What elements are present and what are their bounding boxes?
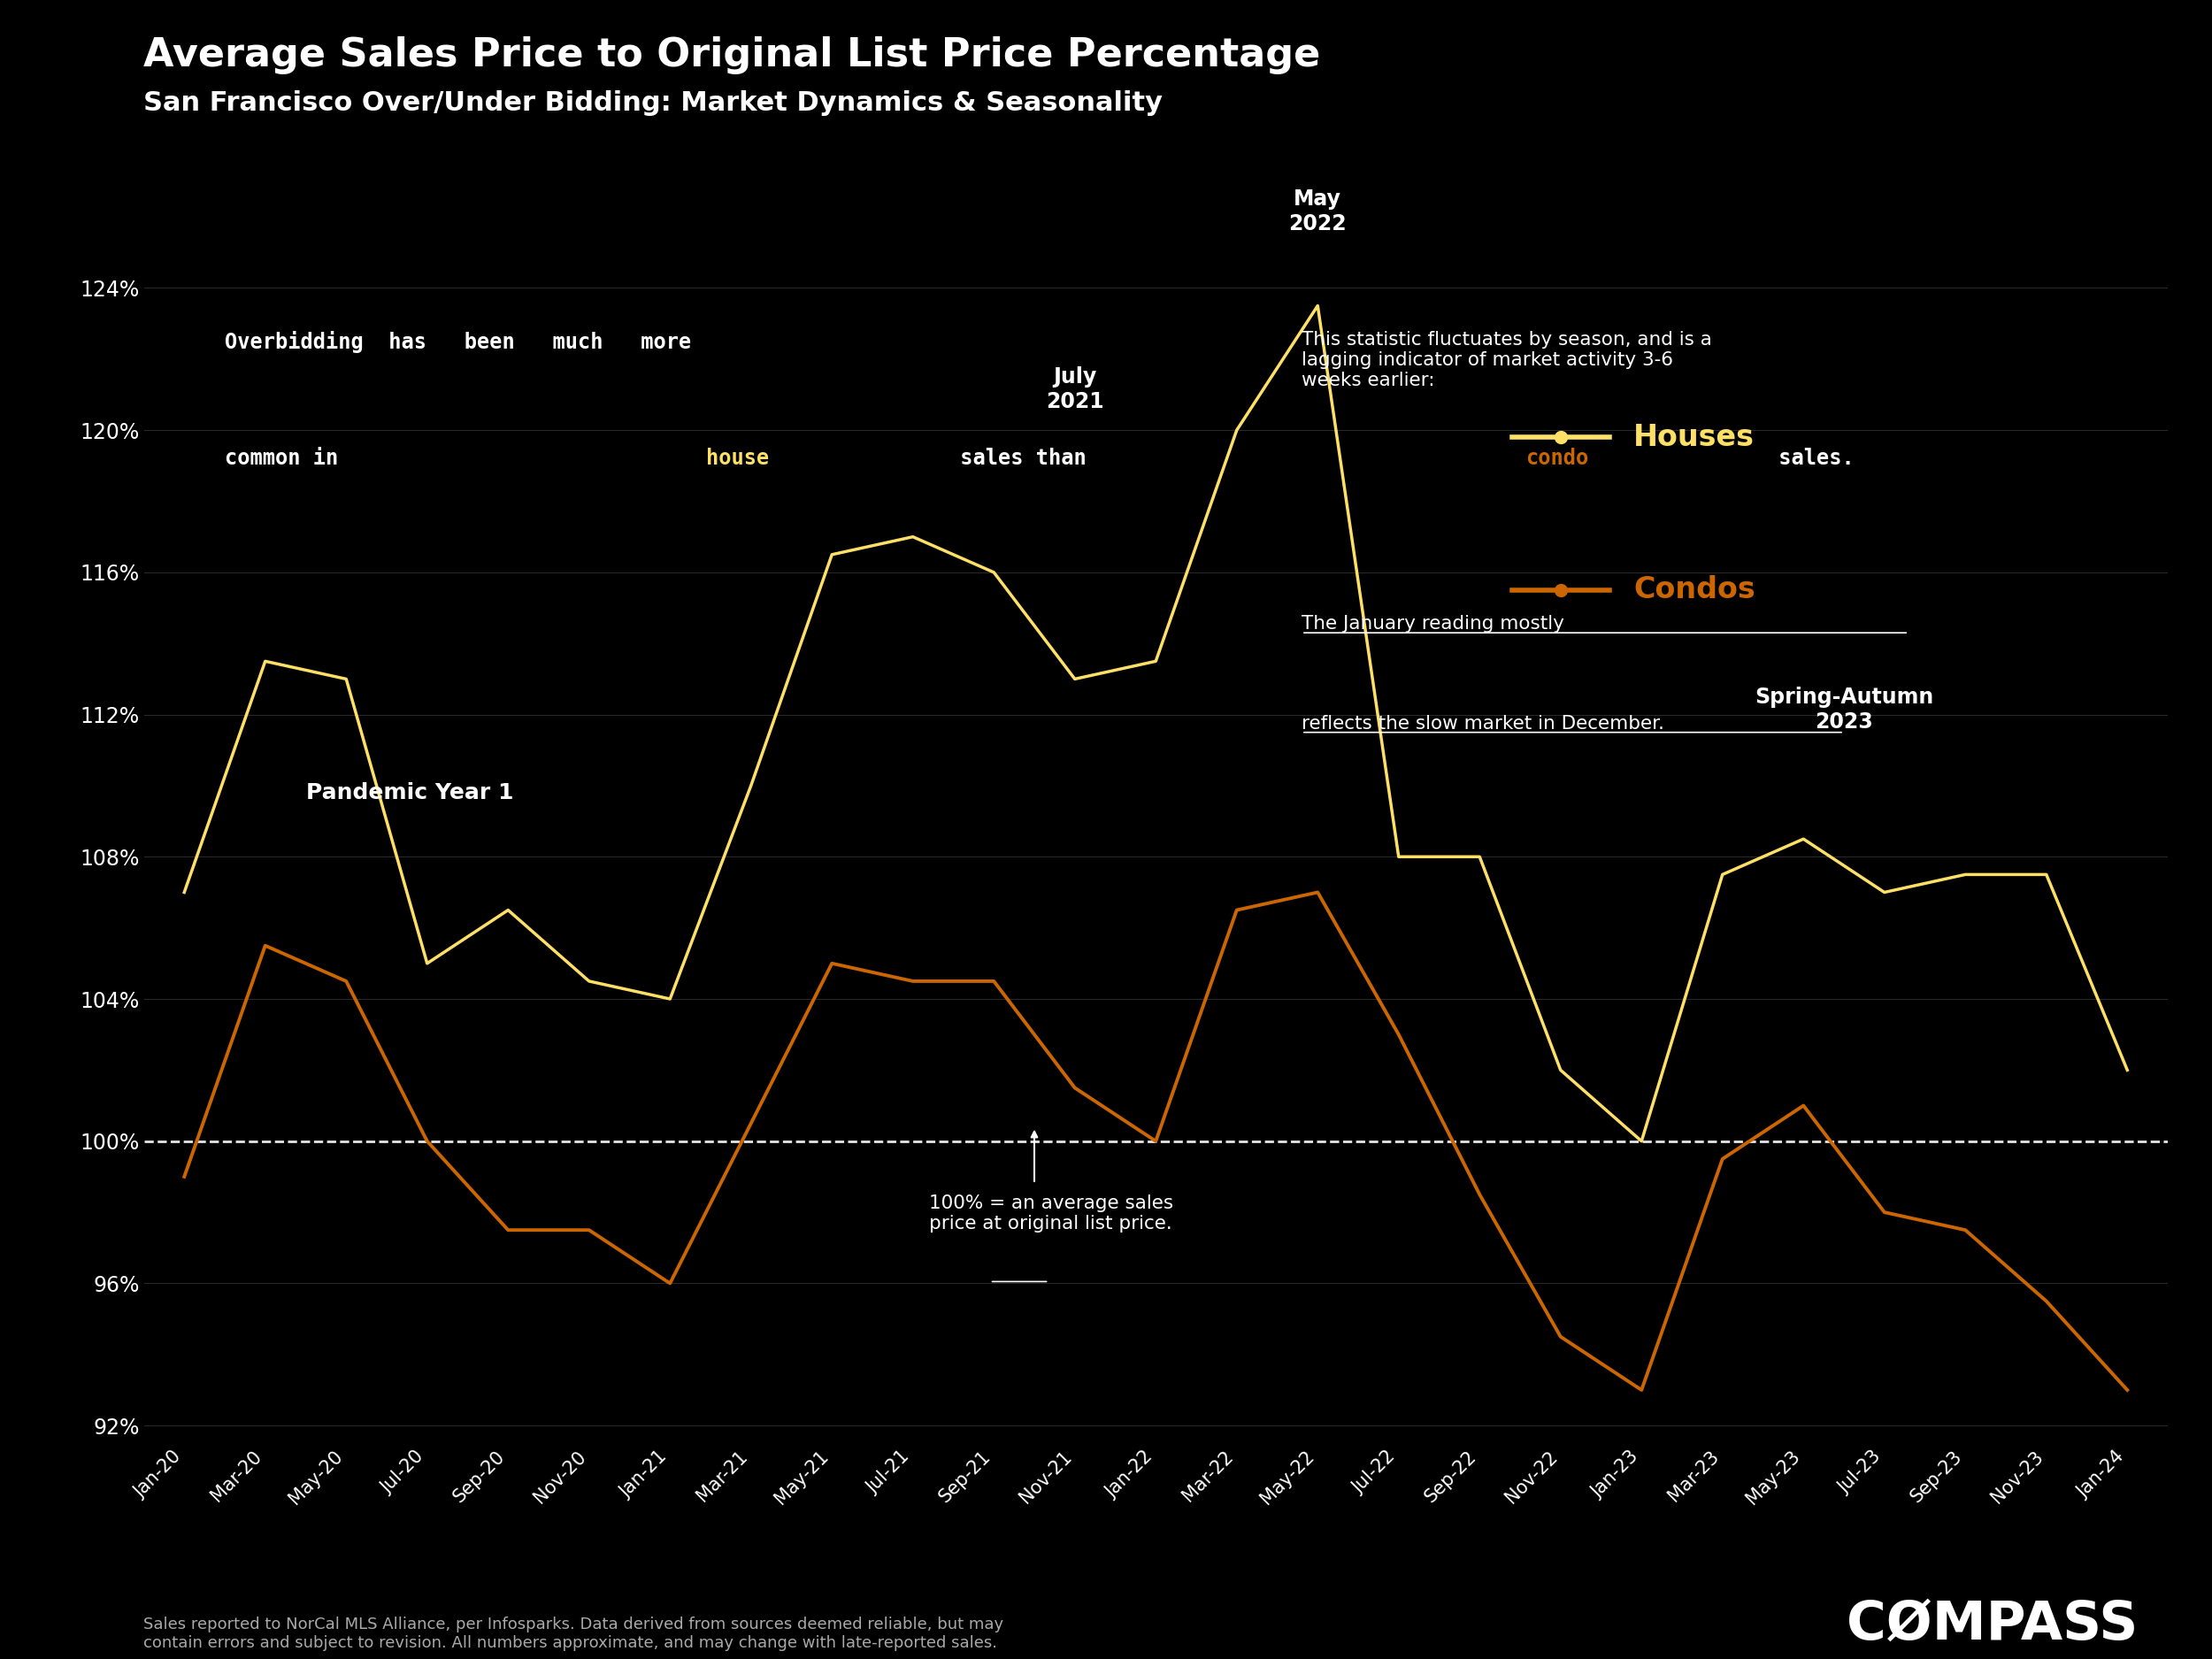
- Text: Condos: Condos: [1632, 576, 1756, 606]
- Text: reflects the slow market in December.: reflects the slow market in December.: [1301, 715, 1663, 732]
- Text: This statistic fluctuates by season, and is a
lagging indicator of market activi: This statistic fluctuates by season, and…: [1301, 330, 1712, 390]
- Text: Houses: Houses: [1632, 423, 1754, 451]
- Text: Average Sales Price to Original List Price Percentage: Average Sales Price to Original List Pri…: [144, 36, 1321, 75]
- Text: The January reading mostly: The January reading mostly: [1301, 615, 1564, 632]
- Text: sales than: sales than: [947, 448, 1099, 469]
- Text: Sales reported to NorCal MLS Alliance, per Infosparks. Data derived from sources: Sales reported to NorCal MLS Alliance, p…: [144, 1616, 1004, 1651]
- Text: May
2022: May 2022: [1290, 189, 1347, 234]
- Text: common in: common in: [226, 448, 352, 469]
- Text: Pandemic Year 1: Pandemic Year 1: [305, 781, 513, 803]
- Text: 100% = an average sales
price at original list price.: 100% = an average sales price at origina…: [929, 1194, 1172, 1233]
- Text: condo: condo: [1526, 448, 1588, 469]
- Text: Spring-Autumn
2023: Spring-Autumn 2023: [1754, 687, 1933, 732]
- Text: San Francisco Over/Under Bidding: Market Dynamics & Seasonality: San Francisco Over/Under Bidding: Market…: [144, 91, 1164, 116]
- Text: CØMPASS: CØMPASS: [1847, 1599, 2139, 1651]
- Text: house: house: [706, 448, 770, 469]
- Text: July
2021: July 2021: [1046, 367, 1104, 413]
- Text: Overbidding  has   been   much   more: Overbidding has been much more: [226, 330, 690, 353]
- Text: sales.: sales.: [1765, 448, 1854, 469]
